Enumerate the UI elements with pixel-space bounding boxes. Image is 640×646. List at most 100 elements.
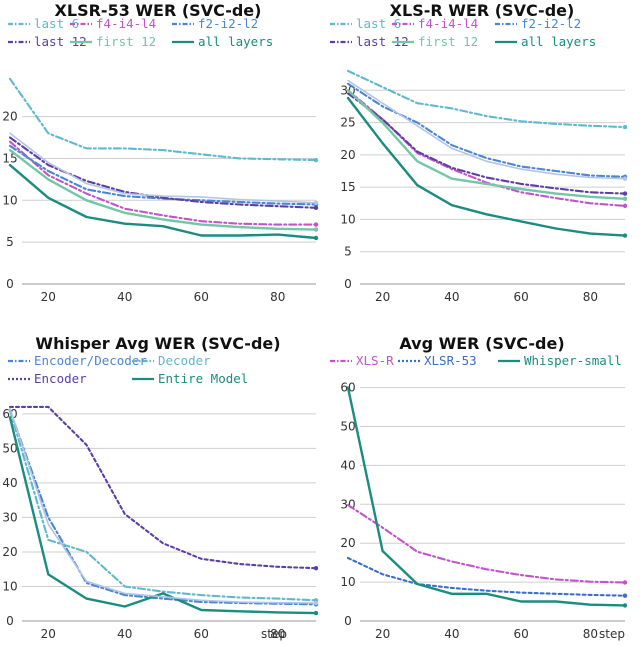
series-line-entire-model	[8, 416, 318, 615]
y-tick-label: 0	[344, 277, 352, 291]
series-line-all-layers	[8, 163, 318, 240]
series-end-point	[313, 610, 319, 616]
series-line-first-12	[8, 148, 318, 231]
series-line-last-6	[346, 69, 627, 129]
series-line-xlsr-53	[346, 556, 627, 597]
series-line-last-12	[8, 136, 318, 209]
legend-label-last-12: last 12	[34, 34, 87, 49]
y-tick-label: 25	[340, 116, 355, 130]
y-tick-label: 10	[2, 579, 17, 593]
x-tick-label: 60	[194, 290, 209, 304]
y-tick-label: 20	[2, 110, 17, 124]
x-tick-label: 80	[583, 290, 598, 304]
legend-label-last-6: last 6	[34, 16, 79, 31]
series-line-all-layers	[346, 96, 627, 237]
x-tick-label: 20	[41, 290, 56, 304]
series-end-point	[313, 600, 319, 606]
series-line-whisper-small	[346, 386, 627, 607]
legend-label-first-12: first 12	[418, 34, 478, 49]
series-line-last-6	[8, 77, 318, 162]
series-line-unlabeled	[9, 132, 317, 204]
legend-label-last-12: last 12	[356, 34, 409, 49]
chart-whisper-avg-wer: Whisper Avg WER (SVC-de) 0 10 20 30 40 50 60 20 4…	[2, 334, 319, 641]
series-end-point	[313, 227, 319, 232]
x-tick-label: 80	[270, 627, 285, 641]
chart-title: Whisper Avg WER (SVC-de)	[35, 334, 280, 353]
y-tick-label: 30	[2, 510, 17, 524]
legend-label-all-layers: all layers	[521, 34, 596, 49]
y-tick-label: 10	[340, 212, 355, 226]
x-tick-label: 40	[117, 627, 132, 641]
y-tick-label: 40	[340, 458, 355, 472]
series-line-f2-i2-l2	[346, 82, 627, 178]
legend-label-f4-i4-l4: f4-i4-l4	[418, 16, 478, 31]
legend-label-f2-i2-l2: f2-i2-l2	[198, 16, 258, 31]
y-tick-label: 20	[340, 536, 355, 550]
series-end-point	[313, 200, 319, 206]
series-end-point	[313, 222, 319, 227]
y-tick-label: 20	[2, 545, 17, 559]
y-tick-label: 40	[2, 476, 17, 490]
x-tick-label: 60	[194, 627, 209, 641]
x-tick-label: 40	[117, 290, 132, 304]
x-tick-label: 20	[375, 290, 390, 304]
x-tick-label: 80	[270, 290, 285, 304]
legend-label-encoder-decoder: Encoder/Decoder	[34, 353, 147, 368]
y-tick-label: 50	[340, 419, 355, 433]
series-line-last-12	[346, 92, 627, 195]
legend-label-f2-i2-l2: f2-i2-l2	[521, 16, 581, 31]
series-line-encoder-decoder	[8, 409, 318, 606]
legend-label-last-6: last 6	[356, 16, 401, 31]
y-tick-label: 0	[6, 614, 14, 628]
legend-label-xlsr-53: XLSR-53	[424, 353, 477, 368]
y-tick-label: 0	[6, 277, 14, 291]
x-tick-label: 20	[41, 627, 56, 641]
series-line-xls-r	[346, 504, 627, 584]
x-tick-label: 60	[513, 627, 528, 641]
series-end-point	[622, 580, 628, 585]
series-end-point	[313, 235, 319, 241]
chart-title: XLSR-53 WER (SVC-de)	[55, 1, 262, 20]
x-tick-label: 80	[583, 627, 598, 641]
series-end-point	[622, 593, 628, 598]
y-tick-label: 20	[340, 148, 355, 162]
x-tick-label: 60	[513, 290, 528, 304]
chart-title: XLS-R WER (SVC-de)	[390, 1, 575, 20]
series-line-encoder	[8, 405, 318, 570]
y-tick-label: 0	[344, 614, 352, 628]
y-tick-label: 5	[6, 235, 14, 249]
x-axis-label: step	[261, 627, 287, 641]
series-end-point	[313, 565, 319, 571]
series-line-first-12	[346, 89, 627, 201]
y-tick-label: 50	[2, 441, 17, 455]
series-end-point	[622, 196, 628, 201]
y-tick-label: 15	[340, 180, 355, 194]
legend-label-entire-model: Entire Model	[158, 371, 248, 386]
legend-label-first-12: first 12	[96, 34, 156, 49]
legend-label-f4-i4-l4: f4-i4-l4	[96, 16, 156, 31]
legend-label-xls-r: XLS-R	[356, 353, 394, 368]
series-end-point	[622, 203, 628, 209]
legend-label-decoder: Decoder	[158, 353, 211, 368]
series-end-point	[313, 205, 319, 211]
series-line-unlabeled	[9, 407, 317, 604]
series-end-point	[622, 176, 628, 181]
series-end-point	[622, 191, 628, 196]
series-end-point	[622, 233, 628, 238]
x-axis-label: step	[599, 627, 625, 641]
x-tick-label: 40	[444, 627, 459, 641]
series-end-point	[622, 124, 628, 130]
x-tick-label: 40	[444, 290, 459, 304]
legend-label-whisper-small: Whisper-small	[524, 353, 622, 368]
y-tick-label: 10	[2, 193, 17, 207]
y-tick-label: 5	[344, 245, 352, 259]
chart-xlsr53-wer: XLSR-53 WER (SVC-de) 0 5 10 15 20 20 40 60 80 last…	[2, 1, 319, 304]
y-tick-label: 10	[340, 575, 355, 589]
series-end-point	[622, 603, 628, 608]
series-line-unlabeled	[347, 79, 626, 180]
legend-label-encoder: Encoder	[34, 371, 87, 386]
series-line-decoder	[8, 409, 318, 602]
